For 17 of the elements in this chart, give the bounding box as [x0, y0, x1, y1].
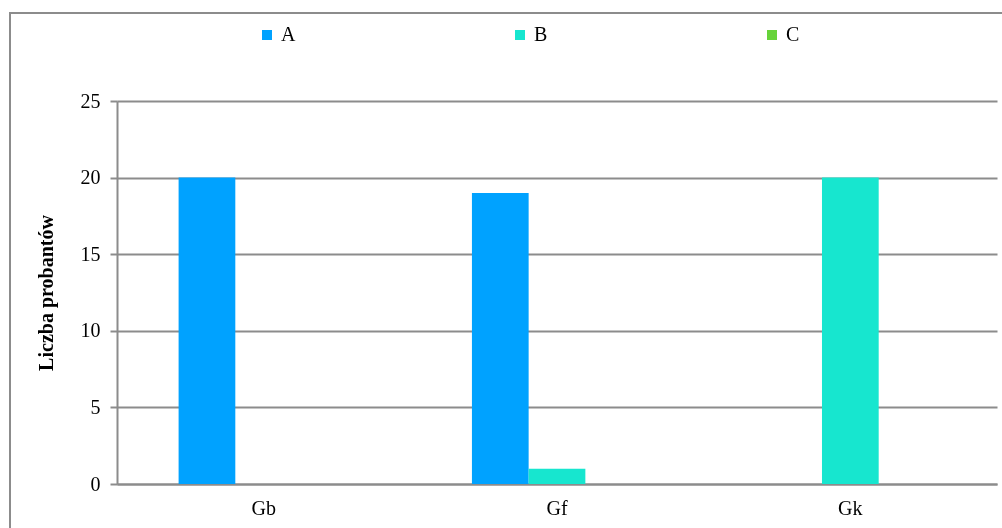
y-tick-label: 0 — [90, 472, 101, 495]
y-tick-label: 5 — [90, 395, 101, 418]
y-tick-label: 15 — [80, 242, 101, 265]
legend-label: A — [281, 23, 296, 45]
y-tick-label: 10 — [80, 319, 101, 342]
y-axis-title: Liczba probantów — [34, 214, 58, 371]
bar — [821, 177, 879, 484]
bar — [528, 468, 586, 484]
bar — [471, 192, 529, 484]
y-tick-label: 20 — [80, 166, 101, 189]
bar — [178, 177, 236, 484]
legend-label: B — [534, 23, 548, 45]
x-tick-label: Gf — [546, 496, 568, 519]
x-tick-label: Gk — [838, 496, 863, 519]
x-tick-label: Gb — [251, 496, 276, 519]
y-tick-label: 25 — [80, 89, 101, 112]
legend-label: C — [786, 23, 800, 45]
